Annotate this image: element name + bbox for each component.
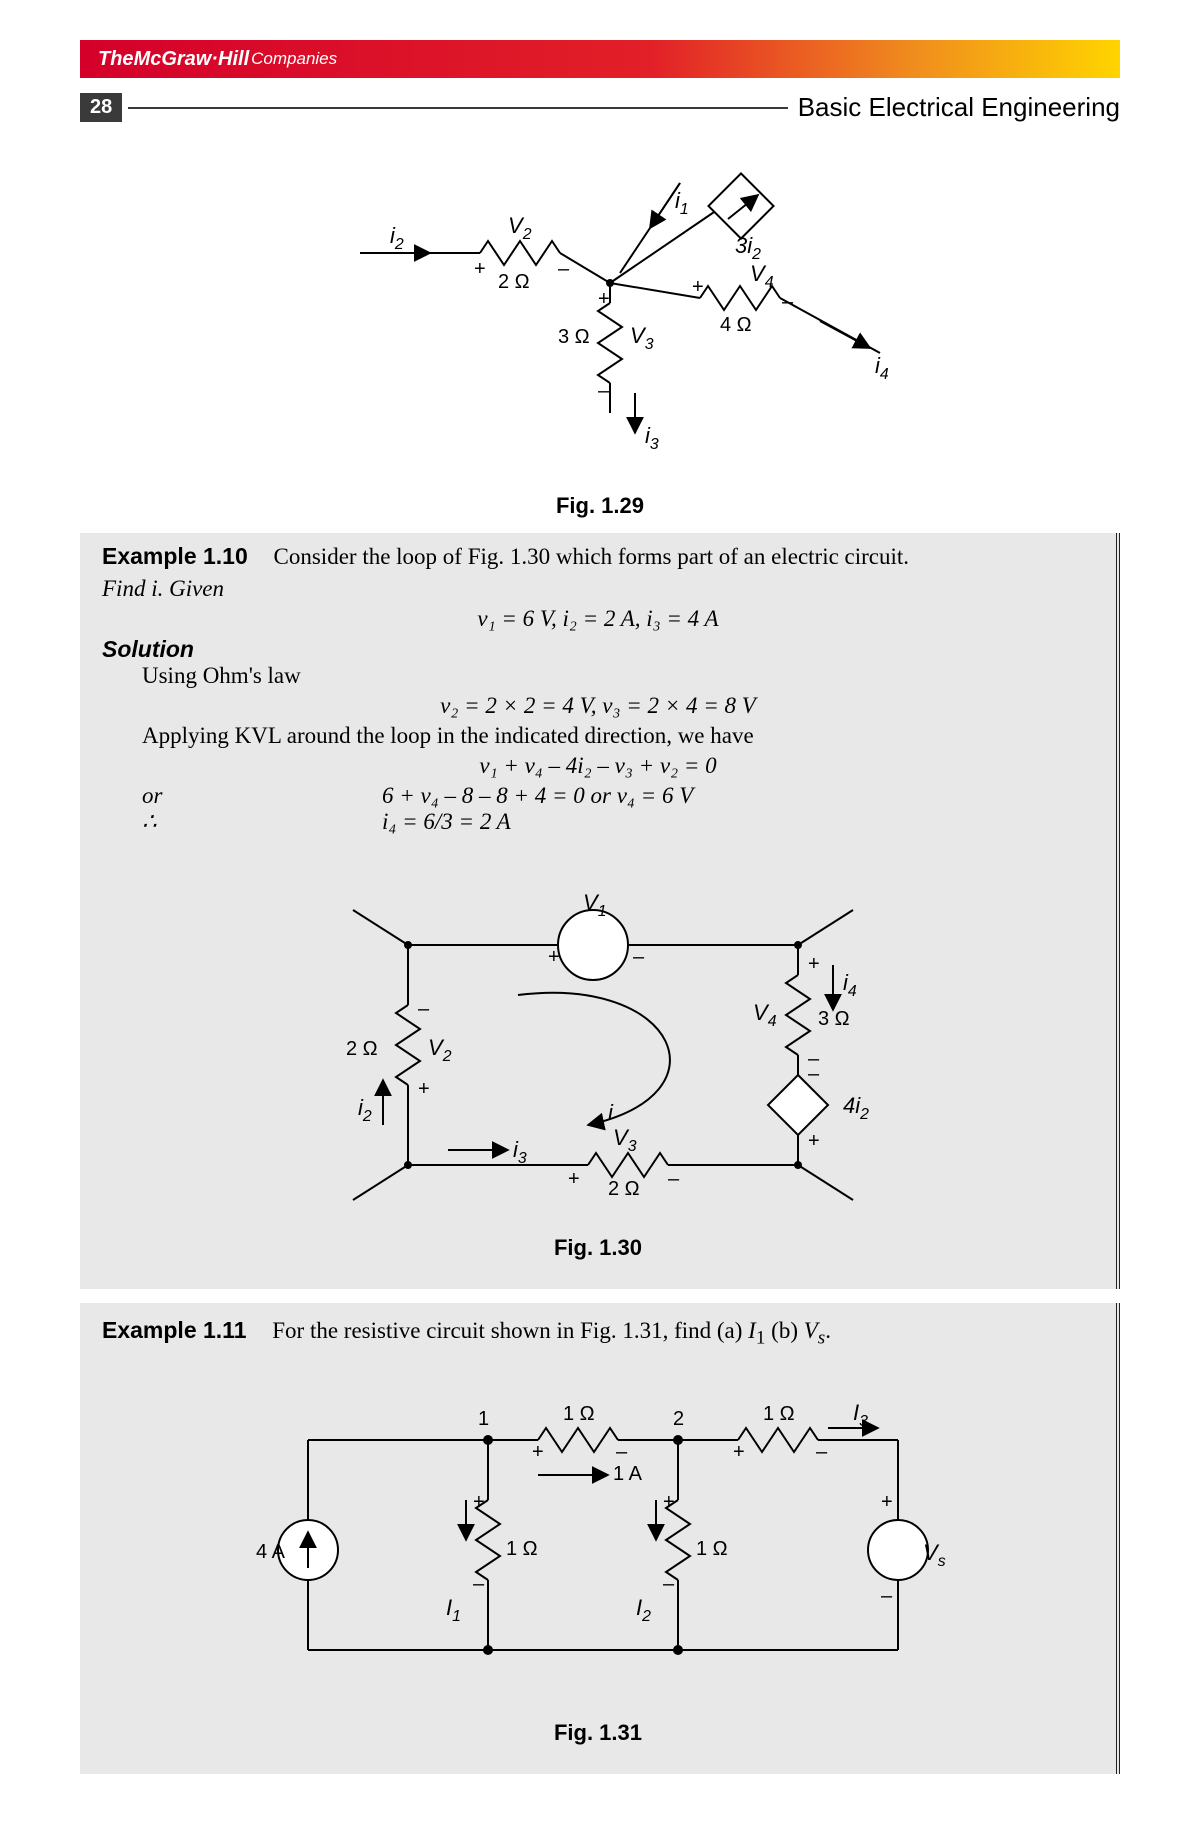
svg-text:1 Ω: 1 Ω — [696, 1538, 728, 1560]
example-1-10: Example 1.10 Consider the loop of Fig. 1… — [80, 533, 1120, 1289]
svg-text:–: – — [616, 1441, 628, 1463]
svg-text:i: i — [608, 1100, 614, 1125]
banner-pre: The — [98, 48, 134, 71]
book-title: Basic Electrical Engineering — [798, 92, 1120, 123]
svg-text:–: – — [473, 1573, 485, 1595]
svg-text:i3: i3 — [513, 1137, 527, 1167]
svg-text:4 Ω: 4 Ω — [720, 314, 752, 336]
fig129-svg: i2 V2 i1 3i2 V4 V3 i3 i4 2 Ω 3 Ω 4 Ω +– … — [280, 153, 920, 483]
svg-text:i2: i2 — [358, 1095, 372, 1125]
svg-text:3i2: 3i2 — [735, 233, 761, 263]
svg-text:2 Ω: 2 Ω — [498, 271, 530, 293]
svg-text:i3: i3 — [645, 423, 659, 453]
svg-text:–: – — [808, 1063, 820, 1085]
publisher-banner: The McGraw·Hill Companies — [80, 40, 1120, 78]
svg-text:i2: i2 — [390, 223, 404, 253]
sol-line1: Using Ohm's law — [142, 663, 1094, 689]
svg-text:1 Ω: 1 Ω — [506, 1538, 538, 1560]
svg-text:I3: I3 — [853, 1400, 868, 1430]
svg-text:4i2: 4i2 — [843, 1093, 869, 1123]
header-rule — [128, 107, 787, 109]
ex111-prompt: For the resistive circuit shown in Fig. … — [272, 1318, 831, 1343]
svg-text:–: – — [782, 291, 794, 313]
svg-text:+: + — [663, 1491, 675, 1513]
svg-text:–: – — [881, 1585, 893, 1607]
ex110-title: Example 1.10 — [102, 543, 248, 569]
svg-text:Vs: Vs — [923, 1540, 946, 1570]
svg-text:I1: I1 — [446, 1595, 461, 1625]
page-header: 28 Basic Electrical Engineering — [80, 92, 1120, 123]
svg-text:V2: V2 — [428, 1035, 452, 1065]
svg-text:V2: V2 — [508, 213, 532, 243]
ex111-title: Example 1.11 — [102, 1317, 247, 1343]
fig131-caption: Fig. 1.31 — [102, 1720, 1094, 1746]
svg-text:+: + — [473, 1491, 485, 1513]
svg-text:2 Ω: 2 Ω — [608, 1178, 640, 1200]
svg-text:V4: V4 — [753, 1000, 777, 1030]
svg-text:–: – — [816, 1441, 828, 1463]
svg-text:–: – — [598, 380, 610, 402]
ex110-prompt: Consider the loop of Fig. 1.30 which for… — [274, 544, 910, 569]
svg-text:1 A: 1 A — [613, 1463, 643, 1485]
sol-line3: Applying KVL around the loop in the indi… — [142, 723, 1094, 749]
svg-text:V3: V3 — [613, 1125, 637, 1155]
solution-label: Solution — [102, 636, 1094, 663]
svg-text:+: + — [808, 953, 820, 975]
svg-text:i4: i4 — [875, 353, 889, 383]
svg-text:2: 2 — [673, 1408, 684, 1430]
svg-text:+: + — [808, 1130, 820, 1152]
figure-1-29: i2 V2 i1 3i2 V4 V3 i3 i4 2 Ω 3 Ω 4 Ω +– … — [80, 153, 1120, 519]
svg-text:1 Ω: 1 Ω — [563, 1403, 595, 1425]
svg-text:i1: i1 — [675, 188, 689, 218]
svg-text:–: – — [558, 258, 570, 280]
svg-text:+: + — [548, 946, 560, 968]
svg-text:–: – — [663, 1573, 675, 1595]
svg-text:3 Ω: 3 Ω — [818, 1008, 850, 1030]
svg-text:–: – — [633, 946, 645, 968]
svg-text:+: + — [418, 1078, 430, 1100]
svg-text:+: + — [598, 288, 610, 310]
svg-text:I2: I2 — [636, 1595, 651, 1625]
figure-1-31: 1 2 1 Ω 1 Ω 1 Ω 1 Ω 4 A 1 A +– +– +– +– … — [102, 1380, 1094, 1746]
sol-line5: or6 + v₄ – 8 – 8 + 4 = 0 or v₄ = 6 V — [102, 783, 1094, 809]
svg-text:3 Ω: 3 Ω — [558, 326, 590, 348]
figure-1-30: V1 V2 V4 V3 i i2 i3 i4 4i2 2 Ω 3 Ω 2 Ω +… — [102, 865, 1094, 1261]
banner-main: McGraw·Hill — [134, 48, 250, 71]
ex110-given: v₁ = 6 V, i₂ = 2 A, i₃ = 4 A — [102, 606, 1094, 632]
fig131-svg: 1 2 1 Ω 1 Ω 1 Ω 1 Ω 4 A 1 A +– +– +– +– … — [218, 1380, 978, 1710]
sol-line6: ∴i₄ = 6/3 = 2 A — [102, 809, 1094, 835]
banner-post: Companies — [251, 49, 337, 69]
sol-line2: v₂ = 2 × 2 = 4 V, v₃ = 2 × 4 = 8 V — [102, 693, 1094, 719]
fig129-caption: Fig. 1.29 — [80, 493, 1120, 519]
svg-text:1 Ω: 1 Ω — [763, 1403, 795, 1425]
svg-text:i4: i4 — [843, 970, 857, 1000]
svg-text:+: + — [532, 1441, 544, 1463]
fig130-svg: V1 V2 V4 V3 i i2 i3 i4 4i2 2 Ω 3 Ω 2 Ω +… — [258, 865, 938, 1225]
svg-text:–: – — [668, 1168, 680, 1190]
sol-line4: v₁ + v₄ – 4i₂ – v₃ + v₂ = 0 — [102, 753, 1094, 779]
svg-text:–: – — [418, 998, 430, 1020]
svg-text:+: + — [733, 1441, 745, 1463]
svg-text:+: + — [881, 1491, 893, 1513]
svg-text:+: + — [692, 276, 704, 298]
svg-text:+: + — [474, 258, 486, 280]
svg-text:2 Ω: 2 Ω — [346, 1038, 378, 1060]
svg-text:1: 1 — [478, 1408, 489, 1430]
example-1-11: Example 1.11 For the resistive circuit s… — [80, 1303, 1120, 1774]
svg-text:+: + — [568, 1168, 580, 1190]
page-number: 28 — [80, 93, 122, 122]
fig130-caption: Fig. 1.30 — [102, 1235, 1094, 1261]
ex110-find: Find i. Given — [102, 576, 1094, 602]
svg-text:V4: V4 — [750, 261, 774, 291]
svg-text:4 A: 4 A — [256, 1541, 286, 1563]
svg-text:V3: V3 — [630, 323, 654, 353]
